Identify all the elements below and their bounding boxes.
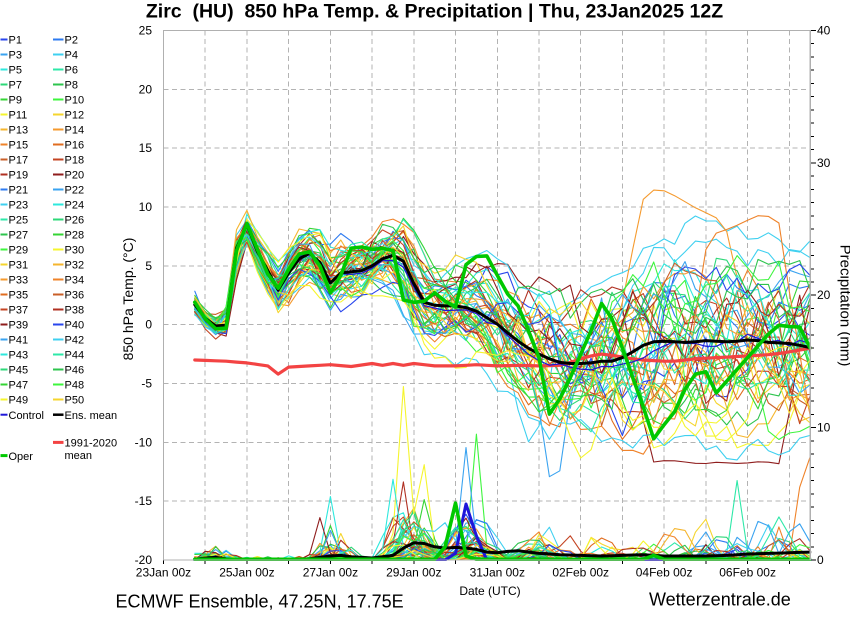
svg-text:P47: P47 — [9, 380, 29, 392]
svg-text:P50: P50 — [65, 395, 85, 407]
svg-text:P29: P29 — [9, 245, 29, 257]
svg-text:P12: P12 — [65, 110, 85, 122]
svg-text:P5: P5 — [9, 65, 22, 77]
svg-text:P48: P48 — [65, 380, 85, 392]
svg-text:P49: P49 — [9, 395, 29, 407]
svg-text:P44: P44 — [65, 350, 85, 362]
svg-text:5: 5 — [145, 259, 152, 273]
svg-text:P19: P19 — [9, 170, 29, 182]
svg-text:P35: P35 — [9, 290, 29, 302]
svg-text:P20: P20 — [65, 170, 85, 182]
svg-text:P2: P2 — [65, 35, 78, 47]
svg-text:P25: P25 — [9, 215, 29, 227]
svg-text:P7: P7 — [9, 80, 22, 92]
svg-text:P33: P33 — [9, 275, 29, 287]
svg-text:25Jan 00z: 25Jan 00z — [219, 565, 274, 579]
svg-text:Control: Control — [9, 410, 44, 422]
svg-text:P21: P21 — [9, 185, 29, 197]
svg-text:0: 0 — [145, 318, 152, 332]
svg-text:P22: P22 — [65, 185, 85, 197]
svg-text:-20: -20 — [135, 553, 153, 567]
svg-text:P17: P17 — [9, 155, 29, 167]
svg-text:P30: P30 — [65, 245, 85, 257]
svg-text:10: 10 — [139, 200, 153, 214]
svg-text:15: 15 — [139, 141, 153, 155]
svg-text:20: 20 — [139, 82, 153, 96]
svg-text:04Feb 00z: 04Feb 00z — [636, 565, 693, 579]
svg-text:P32: P32 — [65, 260, 85, 272]
svg-text:23Jan 00z: 23Jan 00z — [136, 565, 191, 579]
svg-text:Precipitation (mm): Precipitation (mm) — [837, 245, 850, 367]
svg-text:1991-2020: 1991-2020 — [65, 438, 118, 450]
svg-text:31Jan 00z: 31Jan 00z — [470, 565, 525, 579]
svg-text:P31: P31 — [9, 260, 29, 272]
svg-text:06Feb 00z: 06Feb 00z — [719, 565, 776, 579]
svg-text:850 hPa Temp. (°C): 850 hPa Temp. (°C) — [120, 238, 136, 361]
svg-text:P10: P10 — [65, 95, 85, 107]
svg-text:10: 10 — [817, 421, 831, 435]
svg-text:P9: P9 — [9, 95, 22, 107]
svg-text:P45: P45 — [9, 365, 29, 377]
svg-text:P24: P24 — [65, 200, 85, 212]
svg-text:20: 20 — [817, 288, 831, 302]
svg-text:P37: P37 — [9, 305, 29, 317]
svg-text:P14: P14 — [65, 125, 85, 137]
svg-text:25: 25 — [139, 24, 153, 38]
svg-text:P18: P18 — [65, 155, 85, 167]
svg-text:P26: P26 — [65, 215, 85, 227]
svg-text:P46: P46 — [65, 365, 85, 377]
svg-text:P28: P28 — [65, 230, 85, 242]
svg-text:30: 30 — [817, 156, 831, 170]
svg-text:P23: P23 — [9, 200, 29, 212]
svg-text:-15: -15 — [135, 494, 153, 508]
svg-text:P15: P15 — [9, 140, 29, 152]
svg-text:P3: P3 — [9, 50, 22, 62]
svg-text:0: 0 — [817, 553, 824, 567]
svg-text:02Feb 00z: 02Feb 00z — [552, 565, 609, 579]
svg-text:P16: P16 — [65, 140, 85, 152]
svg-text:P39: P39 — [9, 320, 29, 332]
svg-text:P40: P40 — [65, 320, 85, 332]
svg-text:Zirc (HU) 850 hPa Temp. & Pr: Zirc (HU) 850 hPa Temp. & Precipitation … — [146, 1, 723, 23]
svg-text:P1: P1 — [9, 35, 22, 47]
svg-text:Ens. mean: Ens. mean — [65, 410, 118, 422]
svg-text:P41: P41 — [9, 335, 29, 347]
svg-text:Wetterzentrale.de: Wetterzentrale.de — [649, 590, 791, 610]
svg-text:P34: P34 — [65, 275, 85, 287]
svg-text:P27: P27 — [9, 230, 29, 242]
svg-text:40: 40 — [817, 24, 831, 38]
svg-text:Oper: Oper — [9, 451, 34, 463]
svg-text:P6: P6 — [65, 65, 78, 77]
svg-text:-10: -10 — [135, 435, 153, 449]
svg-text:ECMWF Ensemble, 47.25N, 17.75E: ECMWF Ensemble, 47.25N, 17.75E — [116, 592, 404, 612]
svg-text:P4: P4 — [65, 50, 78, 62]
svg-text:P38: P38 — [65, 305, 85, 317]
svg-text:27Jan 00z: 27Jan 00z — [303, 565, 358, 579]
svg-text:P11: P11 — [9, 110, 28, 122]
svg-text:Date (UTC): Date (UTC) — [459, 584, 520, 598]
svg-text:29Jan 00z: 29Jan 00z — [386, 565, 441, 579]
svg-text:P13: P13 — [9, 125, 29, 137]
svg-text:P43: P43 — [9, 350, 29, 362]
svg-text:P42: P42 — [65, 335, 85, 347]
svg-text:P8: P8 — [65, 80, 78, 92]
svg-text:-5: -5 — [141, 377, 152, 391]
svg-text:mean: mean — [65, 450, 93, 462]
svg-text:P36: P36 — [65, 290, 85, 302]
